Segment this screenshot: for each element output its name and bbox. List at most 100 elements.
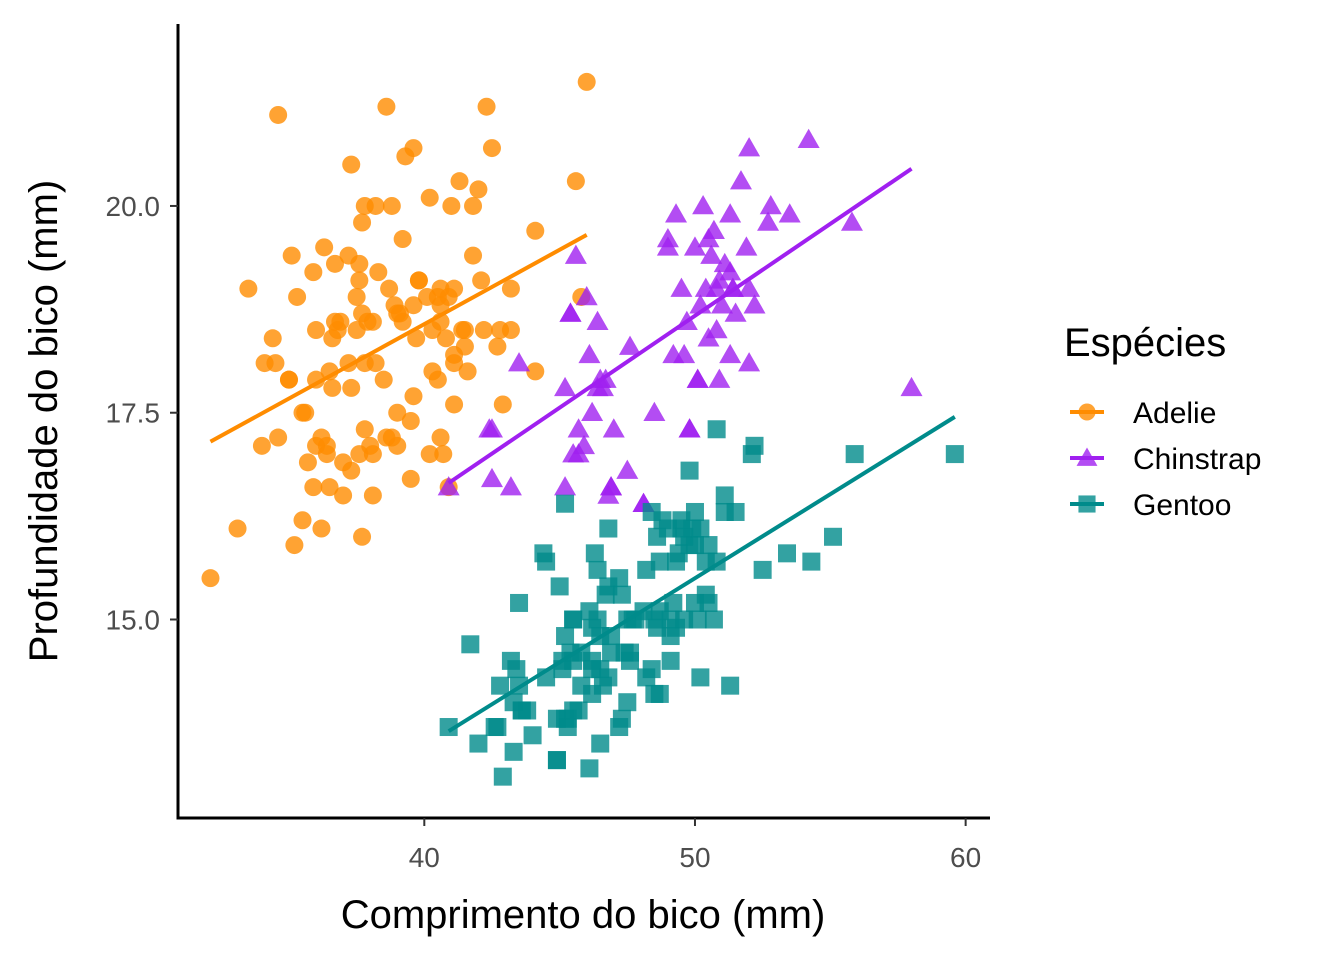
- adelie-point: [420, 445, 439, 464]
- adelie-point: [323, 378, 342, 397]
- adelie-point: [393, 230, 412, 249]
- legend-marker-chinstrap: [1076, 447, 1098, 466]
- chinstrap-point: [619, 335, 642, 355]
- gentoo-point: [585, 544, 604, 563]
- gentoo-point: [658, 519, 677, 538]
- chinstrap-point: [705, 319, 728, 339]
- chinstrap-point: [480, 418, 503, 438]
- x-tick-label: 40: [409, 842, 440, 873]
- gentoo-point: [715, 486, 734, 505]
- adelie-point: [477, 97, 496, 116]
- adelie-point: [325, 254, 344, 273]
- adelie-point: [434, 445, 453, 464]
- adelie-point: [455, 337, 474, 356]
- adelie-point: [353, 213, 372, 232]
- chinstrap-point: [724, 302, 747, 322]
- adelie-point: [445, 395, 464, 414]
- adelie-point: [380, 279, 399, 298]
- chinstrap-point: [665, 203, 688, 223]
- gentoo-point: [510, 593, 529, 612]
- gentoo-point: [945, 445, 964, 464]
- chinstrap-point: [743, 294, 766, 314]
- adelie-point: [342, 378, 361, 397]
- chinstrap-point: [686, 368, 709, 388]
- y-axis-title: Profundidade do bico (mm): [22, 180, 66, 662]
- gentoo-point: [564, 610, 583, 629]
- gentoo-point: [523, 726, 542, 745]
- gentoo-fit-line: [447, 415, 956, 733]
- x-axis-title: Comprimento do bico (mm): [341, 893, 826, 937]
- gentoo-point: [488, 718, 507, 737]
- adelie-point: [366, 354, 385, 373]
- adelie-point: [388, 403, 407, 422]
- adelie-point: [409, 271, 428, 290]
- gentoo-point: [845, 445, 864, 464]
- adelie-point: [488, 337, 507, 356]
- legend-title: Espécies: [1064, 321, 1226, 365]
- gentoo-point: [588, 560, 607, 579]
- chinstrap-point: [702, 219, 725, 240]
- gentoo-point: [550, 577, 569, 596]
- gentoo-point: [650, 552, 669, 571]
- adelie-point: [279, 370, 298, 389]
- chinstrap-point: [900, 376, 923, 397]
- adelie-point: [342, 461, 361, 480]
- adelie-point: [404, 296, 423, 315]
- chinstrap-point: [759, 194, 782, 215]
- gentoo-point: [650, 684, 669, 703]
- gentoo-point: [691, 668, 710, 687]
- chinstrap-point: [573, 434, 595, 455]
- adelie-point: [315, 238, 334, 257]
- adelie-point: [388, 436, 407, 455]
- gentoo-point: [599, 519, 618, 538]
- legend-marker-adelie: [1078, 403, 1096, 421]
- adelie-point: [420, 188, 439, 207]
- chinstrap-point: [692, 194, 715, 215]
- adelie-point: [263, 329, 282, 348]
- chinstrap-point: [719, 343, 742, 364]
- gentoo-point: [469, 734, 488, 753]
- adelie-point: [526, 362, 545, 381]
- chinstrap-point: [719, 203, 742, 223]
- legend-label-chinstrap: Chinstrap: [1133, 443, 1261, 476]
- gentoo-point: [661, 651, 680, 670]
- chinstrap-point: [499, 476, 522, 496]
- chinstrap-fit-line: [447, 167, 913, 485]
- gentoo-point: [556, 627, 575, 646]
- adelie-point: [317, 436, 336, 455]
- adelie-point: [320, 478, 339, 497]
- chinstrap-point: [554, 476, 577, 496]
- gentoo-point: [688, 610, 707, 629]
- adelie-point: [296, 403, 315, 422]
- chinstrap-point: [670, 277, 693, 297]
- chinstrap-point: [600, 476, 623, 496]
- gentoo-point: [704, 610, 723, 629]
- adelie-point: [366, 196, 385, 215]
- chinstrap-point: [567, 418, 590, 438]
- gentoo-point: [778, 544, 796, 563]
- chinstrap-point: [797, 128, 820, 149]
- y-tick-label: 20.0: [106, 191, 161, 222]
- adelie-point: [363, 312, 382, 331]
- gentoo-point: [707, 420, 726, 439]
- chinstrap-point: [554, 376, 577, 397]
- adelie-point: [401, 469, 420, 488]
- adelie-point: [304, 478, 323, 497]
- gentoo-point: [637, 560, 656, 579]
- chinstrap-point: [480, 467, 503, 488]
- adelie-point: [363, 486, 382, 505]
- adelie-point: [428, 370, 447, 389]
- adelie-point: [304, 263, 323, 282]
- chinstrap-point: [581, 401, 604, 421]
- adelie-point: [353, 527, 372, 546]
- adelie-point: [436, 329, 455, 348]
- chinstrap-point: [616, 459, 639, 479]
- adelie-point: [407, 329, 426, 348]
- adelie-point: [342, 155, 361, 174]
- gentoo-point: [504, 742, 523, 761]
- legend-item-chinstrap: Chinstrap: [1070, 443, 1261, 476]
- chinstrap-point: [559, 302, 582, 322]
- legend-marker-gentoo: [1078, 495, 1096, 513]
- gentoo-point: [439, 718, 458, 737]
